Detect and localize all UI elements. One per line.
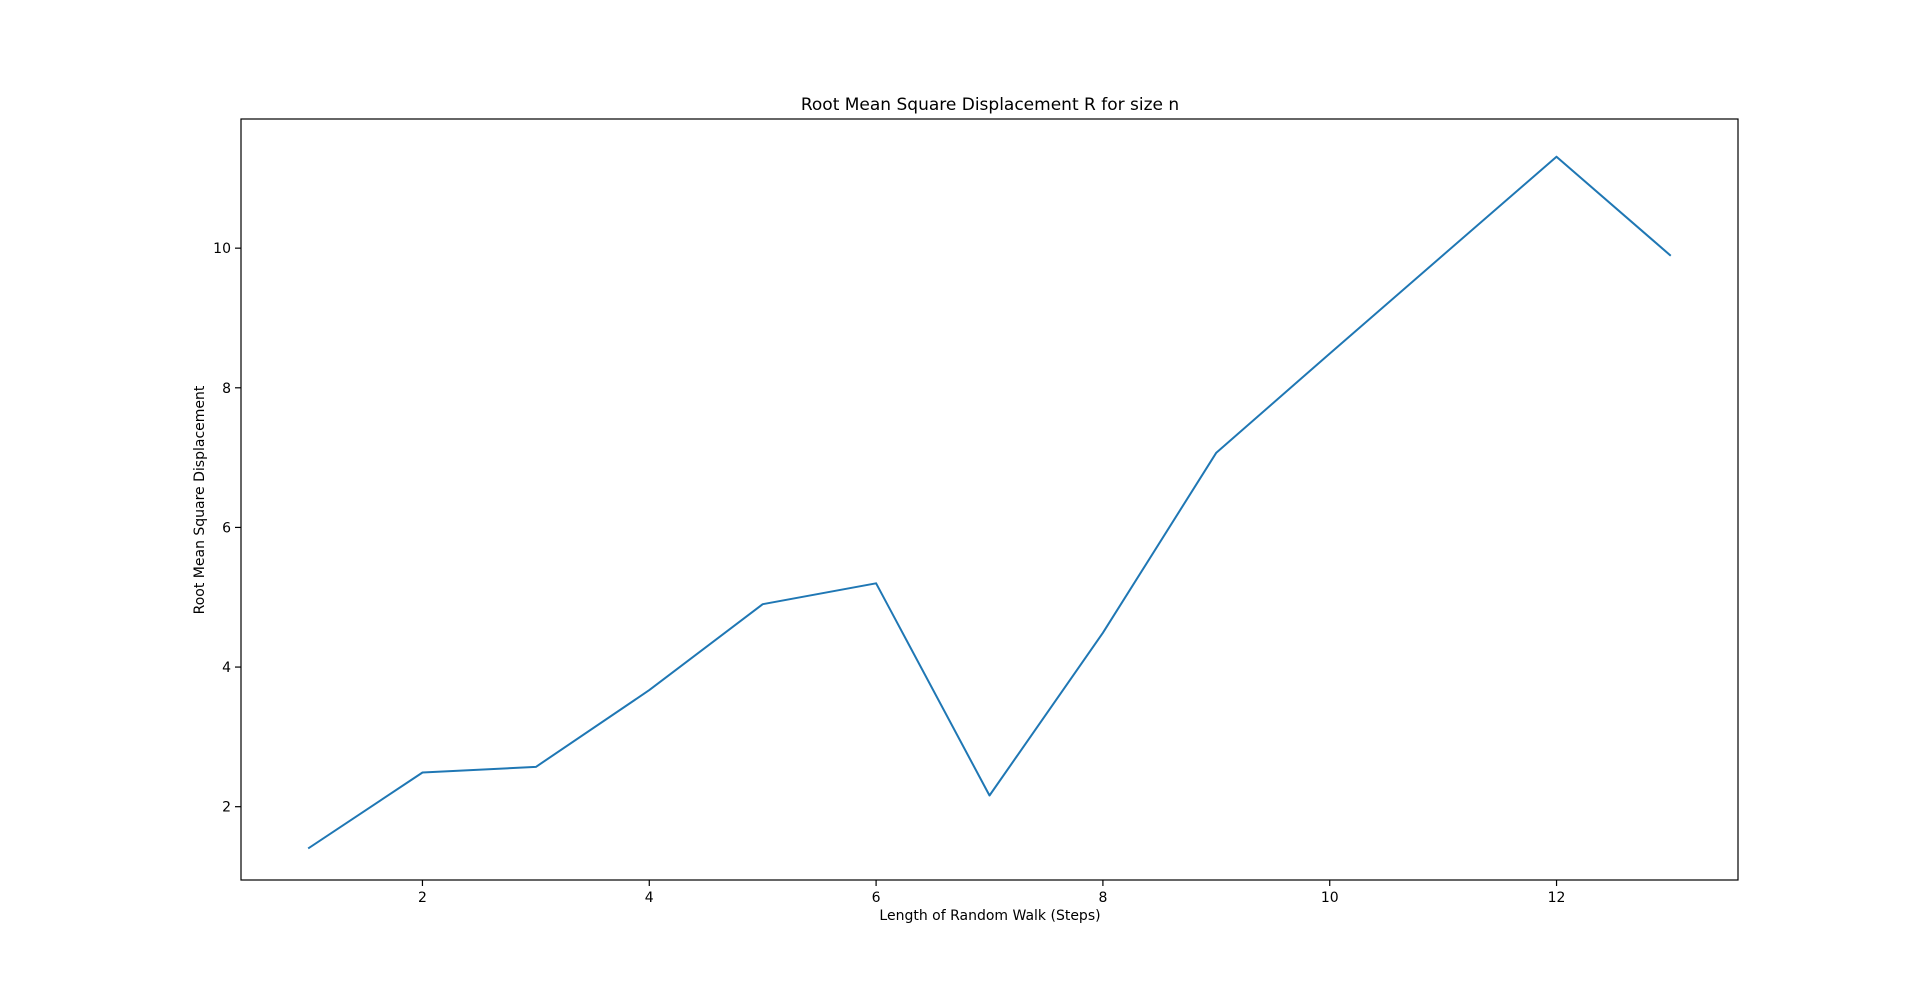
- x-tick-label: 12: [1548, 890, 1566, 906]
- x-tick-label: 2: [418, 890, 427, 906]
- x-tick-label: 6: [872, 890, 881, 906]
- x-tick-label: 4: [645, 890, 654, 906]
- y-tick-label: 10: [213, 241, 231, 257]
- series-line-0: [307, 155, 1672, 850]
- x-tick-label: 8: [1098, 890, 1107, 906]
- y-tick-label: 8: [222, 381, 231, 397]
- y-axis-label: Root Mean Square Displacement: [192, 385, 208, 614]
- x-tick-label: 10: [1321, 890, 1339, 906]
- y-tick-label: 2: [222, 800, 231, 816]
- y-tick-label: 4: [222, 660, 231, 676]
- plot-area: 2 4 6 8 10 12 2 4 6 8 10: [213, 118, 1739, 906]
- axes-frame: [240, 118, 1739, 881]
- x-axis-label: Length of Random Walk (Steps): [879, 908, 1100, 924]
- chart-title: Root Mean Square Displacement R for size…: [801, 95, 1179, 115]
- y-tick-label: 6: [222, 520, 231, 536]
